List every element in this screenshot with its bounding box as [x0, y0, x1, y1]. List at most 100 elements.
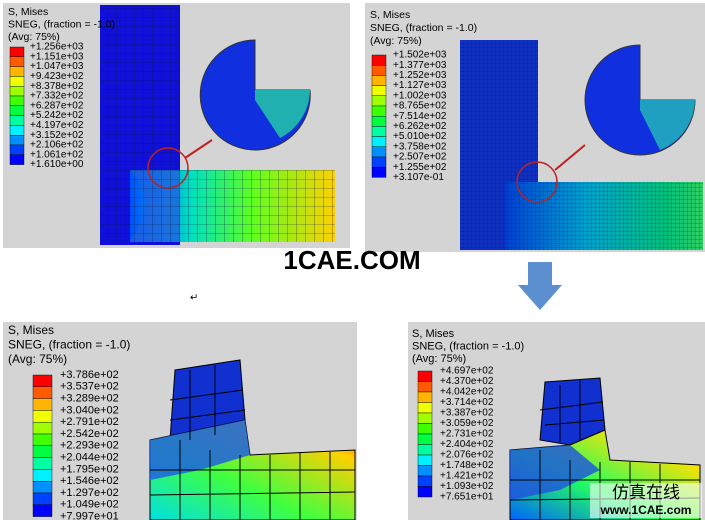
mark: ↵	[190, 293, 198, 304]
panel-3	[3, 322, 357, 520]
legend-label: +2.404e+02	[440, 439, 494, 450]
zoom-hot	[255, 90, 310, 138]
legend-label: +1.421e+02	[440, 471, 494, 482]
brand: 仿真在线	[612, 483, 680, 503]
legend-swatch	[371, 85, 387, 96]
legend-label: +8.378e+02	[30, 81, 84, 92]
legend-label: +3.537e+02	[60, 381, 119, 393]
legend-subtitle: SNEG, (fraction = -1.0)	[412, 340, 524, 352]
legend-swatch	[32, 410, 53, 423]
legend-swatch	[371, 136, 387, 148]
legend-label: +2.293e+02	[60, 440, 119, 452]
legend-avg: (Avg: 75%)	[8, 31, 60, 43]
url: www.1CAE.com	[600, 503, 692, 517]
legend-swatch	[371, 105, 387, 117]
legend-swatch	[32, 433, 53, 447]
legend-label: +7.332e+02	[30, 91, 84, 102]
legend-title: S, Mises	[8, 6, 48, 18]
legend-swatch	[9, 66, 25, 77]
legend-swatch	[9, 134, 25, 146]
transition	[150, 420, 250, 480]
legend-label: +3.758e+02	[393, 141, 447, 152]
legend-label: +1.151e+03	[30, 51, 84, 62]
legend-label: +1.546e+02	[60, 475, 119, 487]
mesh	[149, 365, 356, 520]
legend-label: +1.252e+03	[393, 70, 447, 81]
legend-title: S, Mises	[370, 9, 410, 21]
legend-label: +8.765e+02	[393, 101, 447, 112]
highlight	[516, 161, 558, 203]
legend-label: +4.370e+02	[440, 376, 494, 387]
transition	[510, 445, 600, 500]
watermark: 1CAE.COM	[283, 245, 420, 275]
legend-label: +1.377e+03	[393, 60, 447, 71]
legend-swatch	[9, 76, 25, 87]
legend-swatch	[9, 56, 25, 67]
legend-label: +3.107e-01	[393, 172, 444, 183]
legend-subtitle: SNEG, (fraction = -1.0)	[370, 22, 477, 34]
legend-label: +1.061e+02	[30, 149, 84, 160]
legend-label: +3.714e+02	[440, 397, 494, 408]
legend-swatch	[417, 454, 433, 466]
legend-swatch	[9, 125, 25, 136]
legend-label: +5.010e+02	[393, 131, 447, 142]
legend-label: +2.076e+02	[440, 450, 494, 461]
legend-label: +1.256e+03	[30, 42, 84, 53]
legend-label: +3.387e+02	[440, 408, 494, 419]
legend-label: +1.255e+02	[393, 162, 447, 173]
legend-swatch	[32, 422, 53, 435]
arrow	[184, 139, 213, 159]
legend-swatch	[417, 402, 433, 414]
legend-swatch	[9, 154, 25, 165]
legend-label: +2.731e+02	[440, 429, 494, 440]
legend-swatch	[371, 115, 387, 127]
legend-label: +1.093e+02	[440, 481, 494, 492]
legend-swatch	[9, 46, 25, 58]
legend-swatch	[417, 444, 433, 456]
legend-label: +3.059e+02	[440, 418, 494, 429]
legend-swatch	[9, 115, 25, 126]
legend-swatch	[9, 85, 25, 97]
legend-label: +1.127e+03	[393, 80, 447, 91]
panel-4: 仿真在线 www.1CAE.com	[408, 322, 705, 520]
brand-bg	[590, 483, 702, 518]
legend-swatch	[417, 465, 433, 477]
arrow	[554, 144, 586, 171]
legend-label: +3.040e+02	[60, 404, 119, 416]
legend-label: +7.514e+02	[393, 111, 447, 122]
legend-subtitle: SNEG, (fraction = -1.0)	[8, 338, 130, 352]
legend-swatch	[9, 95, 25, 107]
legend-swatch	[32, 481, 53, 494]
legend-swatch	[32, 445, 53, 458]
legend-swatch	[371, 156, 387, 168]
legend-swatch	[371, 126, 387, 137]
legend-swatch	[9, 105, 25, 116]
legend-label: +2.791e+02	[60, 416, 119, 428]
legend-swatch	[371, 95, 387, 107]
legend-label: +4.197e+02	[30, 120, 84, 131]
legend-swatch	[32, 492, 53, 506]
legend-swatch	[417, 412, 433, 424]
legend-label: +1.502e+03	[393, 50, 447, 61]
legend-swatch	[32, 469, 53, 482]
legend-label: +9.423e+02	[30, 71, 84, 82]
legend-swatch	[371, 75, 387, 86]
legend-label: +4.042e+02	[440, 387, 494, 398]
legend-label: +2.106e+02	[30, 140, 84, 151]
legend-swatch	[32, 374, 53, 388]
zoom-hot	[640, 100, 695, 150]
legend-label: +2.044e+02	[60, 452, 119, 464]
legend-title: S, Mises	[412, 328, 455, 340]
legend-label: +4.697e+02	[440, 366, 494, 377]
legend-label: +1.610e+00	[30, 159, 84, 170]
panel-2	[365, 3, 705, 252]
legend-swatch	[32, 398, 53, 411]
legend-swatch	[371, 166, 387, 178]
legend-label: +2.542e+02	[60, 428, 119, 440]
legend-avg: (Avg: 75%)	[412, 353, 466, 365]
legend-label: +6.262e+02	[393, 121, 447, 132]
legend-swatch	[32, 504, 53, 517]
legend-swatch	[417, 391, 433, 403]
legend-label: +1.748e+02	[440, 460, 494, 471]
